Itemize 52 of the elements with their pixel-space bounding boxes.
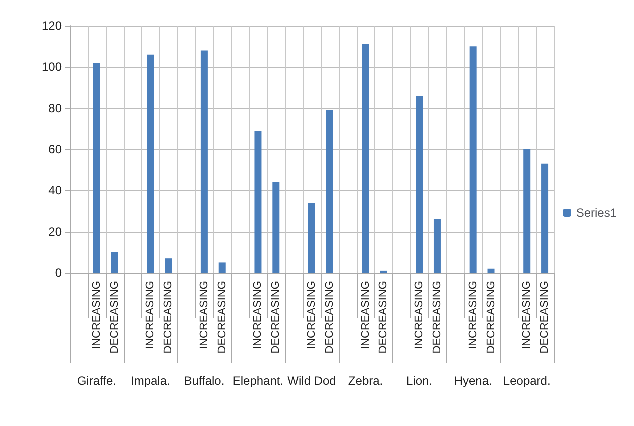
bar xyxy=(147,54,154,273)
x-tick-label: INCREASING xyxy=(252,281,264,350)
y-tick-label: 80 xyxy=(48,101,62,116)
bar xyxy=(111,252,118,273)
bar xyxy=(200,50,208,273)
bar xyxy=(488,268,495,273)
x-tick-label: DECREASING xyxy=(324,281,336,354)
text: Leopard. xyxy=(503,374,551,388)
x-tick-label: DECREASING xyxy=(485,281,498,354)
x-tick-label: DECREASING xyxy=(378,281,390,354)
text: Elephant. xyxy=(232,374,284,388)
text: Giraffe. xyxy=(77,374,116,388)
text: Hyena. xyxy=(454,374,492,388)
x-tick-label: INCREASING xyxy=(521,281,534,350)
bar xyxy=(362,44,370,273)
y-tick-label: 0 xyxy=(55,266,62,280)
bar xyxy=(542,164,549,273)
x-tick-label: INCREASING xyxy=(198,281,210,350)
bar xyxy=(93,63,100,273)
legend-label: Series1 xyxy=(576,206,618,220)
y-tick-label: 120 xyxy=(42,19,62,33)
bar xyxy=(218,262,226,273)
bar xyxy=(308,203,316,273)
x-tick-label: INCREASING xyxy=(90,281,103,350)
x-tick-label: DECREASING xyxy=(216,281,228,354)
text: Zebra. xyxy=(348,374,384,388)
x-tick-label: INCREASING xyxy=(306,281,318,350)
x-tick-label: INCREASING xyxy=(414,281,426,350)
bar xyxy=(434,219,441,273)
text: Impala. xyxy=(130,374,170,388)
bar xyxy=(524,150,531,273)
bar xyxy=(165,258,172,273)
y-tick-label: 100 xyxy=(42,60,62,74)
text: Lion. xyxy=(406,374,433,388)
y-tick-label: 60 xyxy=(48,142,62,156)
bar xyxy=(272,182,280,273)
bar xyxy=(470,46,477,273)
bar xyxy=(254,130,262,273)
text: Wild Dod xyxy=(288,374,336,388)
x-tick-label: INCREASING xyxy=(144,281,157,350)
x-tick-label: DECREASING xyxy=(431,281,444,354)
x-tick-label: INCREASING xyxy=(467,281,480,350)
y-tick-label: 20 xyxy=(48,224,62,239)
x-tick-label: INCREASING xyxy=(360,281,372,350)
text: Buffalo. xyxy=(184,374,225,388)
x-tick-label: DECREASING xyxy=(270,281,282,354)
y-tick-label: 40 xyxy=(48,184,62,198)
x-tick-label: DECREASING xyxy=(108,281,121,354)
x-tick-label: DECREASING xyxy=(162,281,175,354)
x-tick-label: DECREASING xyxy=(539,281,552,354)
bar xyxy=(416,96,424,273)
bar xyxy=(326,110,334,273)
